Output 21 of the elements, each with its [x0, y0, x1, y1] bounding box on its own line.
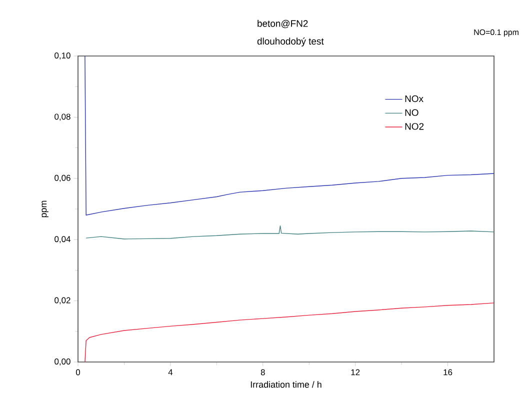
y-axis-title: ppm: [42, 200, 48, 218]
x-tick-label: 16: [444, 369, 452, 376]
line-series: [84, 56, 494, 216]
chart-title: beton@FN2: [258, 20, 308, 28]
x-tick-label: 0: [76, 369, 80, 376]
line-series: [86, 225, 494, 240]
y-tick-label: 0,02: [54, 297, 70, 304]
x-tick-label: 8: [260, 369, 265, 376]
x-tick-label: 12: [351, 369, 360, 376]
y-tick-label: 0,10: [54, 52, 70, 60]
line-series: [84, 302, 494, 362]
chart-subtitle: dlouhodobý test: [257, 38, 324, 46]
x-tick-label: 4: [168, 369, 173, 376]
legend-label: NO2: [405, 123, 424, 130]
legend-label: NO: [405, 109, 418, 116]
legend-label: NOx: [405, 95, 424, 102]
y-tick-label: 0,08: [54, 114, 70, 121]
y-tick-label: 0,04: [54, 236, 70, 244]
x-axis-title: Irradiation time / h: [250, 381, 322, 388]
y-tick-label: 0,06: [54, 174, 70, 182]
y-tick-label: 0,00: [54, 358, 70, 366]
